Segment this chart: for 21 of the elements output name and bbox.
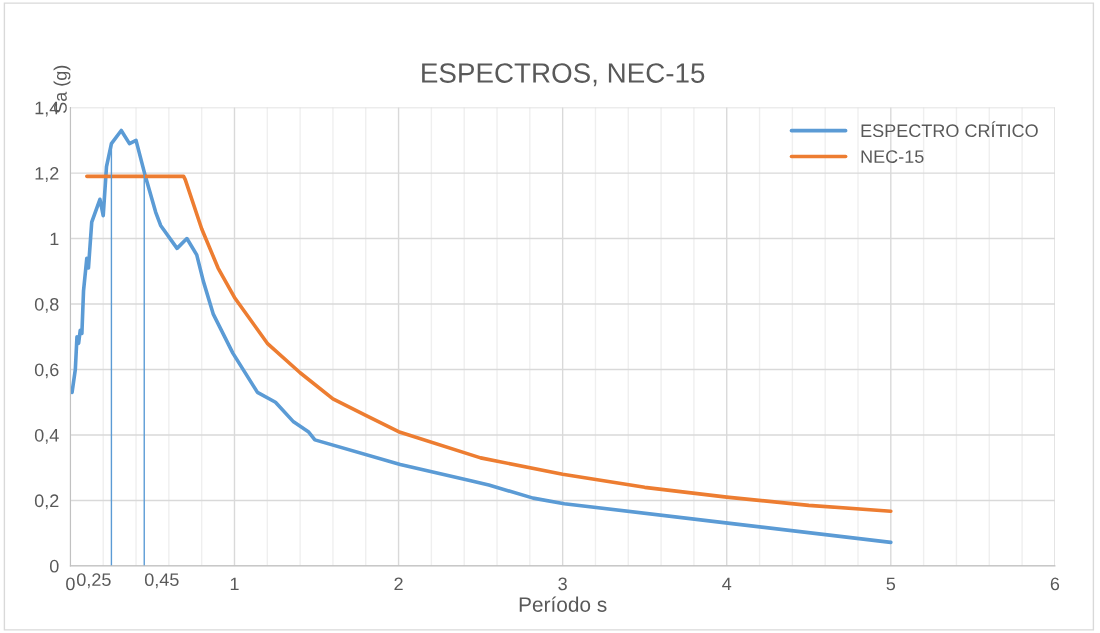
x-tick-label: 2	[394, 577, 403, 591]
ref-line-label: 0,25	[76, 573, 111, 589]
x-tick-label: 1	[230, 577, 239, 591]
x-tick-label: 0	[66, 577, 75, 591]
legend-label: NEC-15	[861, 150, 924, 163]
y-tick-label: 0,8	[34, 297, 59, 313]
y-tick-label: 1	[50, 232, 59, 246]
y-tick-label: 0,6	[34, 363, 59, 379]
x-tick-label: 5	[886, 577, 896, 591]
y-tick-label: 1,2	[35, 167, 59, 182]
x-tick-label: 3	[558, 577, 567, 591]
y-tick-label: 0	[49, 559, 59, 573]
line-series	[85, 174, 893, 514]
ref-line-label: 0,45	[144, 573, 179, 589]
x-tick-label: 4	[722, 577, 732, 591]
y-tick-label: 0,2	[34, 494, 59, 510]
x-tick-label: 6	[1050, 577, 1060, 591]
x-axis-title: Período s	[519, 596, 607, 612]
y-tick-label: 0,4	[34, 428, 59, 444]
legend-label: ESPECTRO CRÍTICO	[861, 121, 1038, 138]
chart-title: ESPECTROS, NEC-15	[422, 63, 705, 87]
